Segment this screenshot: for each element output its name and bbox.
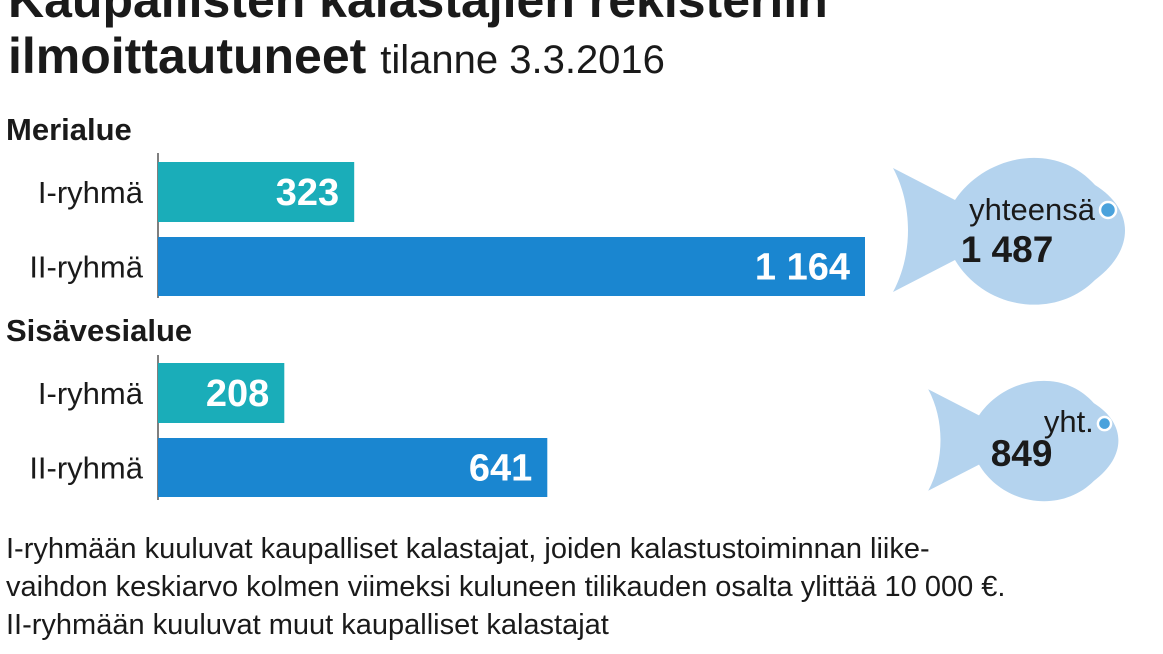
section-heading: Sisävesialue: [6, 313, 192, 348]
bar: [158, 363, 285, 423]
footnote-line-1: I-ryhmään kuuluvat kaupalliset kalastaja…: [6, 533, 930, 565]
footnotes: I-ryhmään kuuluvat kaupalliset kalastaja…: [6, 530, 1005, 644]
category-label: I-ryhmä: [38, 376, 144, 411]
chart-subtitle: tilanne 3.3.2016: [380, 38, 665, 82]
fish-eye-icon: [1096, 415, 1113, 432]
footnote-line-2: vaihdon keskiarvo kolmen viimeksi kulune…: [6, 571, 1006, 603]
footnote-line-3: II-ryhmään kuuluvat muut kaupalliset kal…: [6, 609, 609, 641]
category-label: I-ryhmä: [38, 175, 144, 210]
bar-value-label: 208: [206, 373, 269, 415]
total-label: yht.: [1044, 404, 1094, 439]
bar: [158, 162, 355, 222]
bar: [158, 237, 865, 296]
title-line-1: Kaupallisten kalastajien rekisteriin: [8, 0, 828, 28]
title-line-2: ilmoittautuneet: [8, 28, 367, 84]
bar-value-label: 1 164: [755, 247, 850, 289]
bar-chart: Merialue I-ryhmä 323 II-ryhmä 1 164 yhteensä1…: [6, 112, 1125, 502]
fish-icon: [893, 157, 1125, 305]
category-label: II-ryhmä: [29, 250, 143, 285]
total-value: 849: [991, 433, 1053, 474]
bar-value-label: 323: [276, 172, 339, 214]
bar-value-label: 641: [469, 448, 532, 490]
fish-eye-icon: [1098, 200, 1118, 220]
chart-title: Kaupallisten kalastajien rekisteriin ilm…: [8, 0, 828, 88]
section-heading: Merialue: [6, 112, 132, 147]
bar: [158, 438, 548, 497]
fish-icon: [928, 380, 1119, 502]
total-value: 1 487: [961, 229, 1054, 270]
category-label: II-ryhmä: [29, 451, 143, 486]
total-label: yhteensä: [969, 192, 1096, 227]
